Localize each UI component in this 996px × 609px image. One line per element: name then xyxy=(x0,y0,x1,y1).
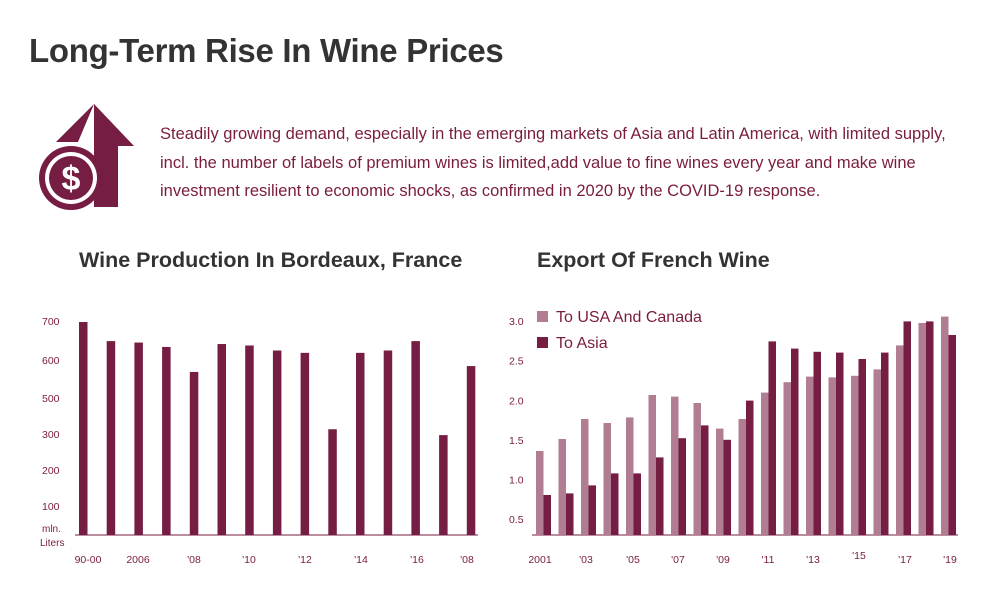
legend-swatch-asia xyxy=(537,337,548,348)
asia-bar xyxy=(881,352,889,535)
production-bar xyxy=(356,352,365,535)
production-bar xyxy=(300,352,310,535)
y-tick-label: 1.5 xyxy=(509,435,524,447)
x-tick-label: '08 xyxy=(460,554,474,566)
y-tick-label: 600 xyxy=(42,355,60,367)
legend-label-asia: To Asia xyxy=(556,335,608,352)
asia-bar xyxy=(701,425,709,535)
production-bar xyxy=(106,341,116,535)
y-axis-label: Liters xyxy=(40,538,64,549)
production-bar xyxy=(411,341,420,535)
asia-bar xyxy=(768,341,776,535)
asia-bar xyxy=(678,438,686,535)
usa-canada-bar xyxy=(783,382,791,535)
export-chart-title: Export Of French Wine xyxy=(537,248,770,272)
x-tick-label: '05 xyxy=(626,554,640,566)
usa-canada-bar xyxy=(603,423,611,535)
production-bar xyxy=(189,371,199,535)
x-tick-label: '08 xyxy=(187,554,201,566)
usa-canada-bar xyxy=(536,451,544,535)
asia-bar xyxy=(746,400,754,535)
x-tick-label: '13 xyxy=(806,554,820,566)
production-bar xyxy=(162,346,171,535)
y-tick-label: 2.5 xyxy=(509,356,524,368)
production-bar xyxy=(328,429,337,535)
usa-canada-bar xyxy=(828,377,836,535)
asia-bar xyxy=(588,485,596,535)
production-bar xyxy=(439,435,448,535)
usa-canada-bar xyxy=(693,403,701,535)
production-bar xyxy=(272,350,282,535)
y-axis-label: mln. xyxy=(42,524,61,535)
asia-bar xyxy=(858,359,866,535)
x-tick-label: '10 xyxy=(242,554,256,566)
asia-bar xyxy=(791,348,799,535)
x-tick-label: '07 xyxy=(671,554,685,566)
asia-bar xyxy=(543,495,551,535)
production-bar xyxy=(134,342,143,535)
asia-bar xyxy=(566,493,574,535)
usa-canada-bar xyxy=(671,396,679,535)
y-tick-label: 100 xyxy=(42,501,60,513)
asia-bar xyxy=(656,457,664,535)
x-tick-label: 2006 xyxy=(126,554,150,566)
legend-label-usa-canada: To USA And Canada xyxy=(556,309,702,326)
x-tick-label: '15 xyxy=(852,550,866,562)
x-tick-label: '19 xyxy=(943,554,957,566)
x-tick-label: '12 xyxy=(298,554,312,566)
usa-canada-bar xyxy=(918,323,926,535)
usa-canada-bar xyxy=(896,345,904,535)
x-tick-label: '09 xyxy=(716,554,730,566)
asia-bar xyxy=(948,335,956,535)
asia-bar xyxy=(836,352,844,535)
usa-canada-bar xyxy=(806,376,814,535)
production-bar xyxy=(79,322,88,535)
asia-bar xyxy=(611,473,619,535)
x-tick-label: '17 xyxy=(898,554,912,566)
usa-canada-bar xyxy=(873,369,881,535)
dollar-up-arrow-icon: $ xyxy=(38,104,138,210)
usa-canada-bar xyxy=(761,392,769,535)
usa-canada-bar xyxy=(851,375,859,535)
x-tick-label: '14 xyxy=(354,554,368,566)
usa-canada-bar xyxy=(716,428,724,535)
asia-bar xyxy=(723,439,731,535)
x-tick-label: '16 xyxy=(410,554,424,566)
asia-bar xyxy=(633,473,641,535)
usa-canada-bar xyxy=(941,316,949,535)
usa-canada-bar xyxy=(648,395,656,535)
asia-bar xyxy=(903,321,911,535)
intro-text: Steadily growing demand, especially in t… xyxy=(160,125,946,200)
production-bar xyxy=(466,366,476,535)
y-tick-label: 700 xyxy=(42,316,60,328)
y-tick-label: 0.5 xyxy=(509,514,524,526)
x-tick-label: 90-00 xyxy=(75,554,102,566)
page-title: Long-Term Rise In Wine Prices xyxy=(29,32,504,69)
y-tick-label: 2.0 xyxy=(509,395,524,407)
asia-bar xyxy=(813,351,821,535)
svg-text:$: $ xyxy=(62,160,81,198)
usa-canada-bar xyxy=(738,419,746,535)
y-tick-label: 500 xyxy=(42,393,60,405)
x-tick-label: '03 xyxy=(579,554,593,566)
x-tick-label: '11 xyxy=(762,554,775,566)
usa-canada-bar xyxy=(558,439,566,535)
y-tick-label: 300 xyxy=(42,429,60,441)
asia-bar xyxy=(926,321,934,535)
production-bar xyxy=(383,350,393,535)
production-bar xyxy=(217,344,226,535)
y-tick-label: 200 xyxy=(42,465,60,477)
usa-canada-bar xyxy=(581,419,589,535)
x-tick-label: 2001 xyxy=(528,554,552,566)
production-bar xyxy=(245,345,254,535)
y-tick-label: 3.0 xyxy=(509,316,524,328)
production-chart-title: Wine Production In Bordeaux, France xyxy=(79,248,463,272)
legend-swatch-usa-canada xyxy=(537,311,548,322)
usa-canada-bar xyxy=(626,417,634,535)
y-tick-label: 1.0 xyxy=(509,475,524,487)
